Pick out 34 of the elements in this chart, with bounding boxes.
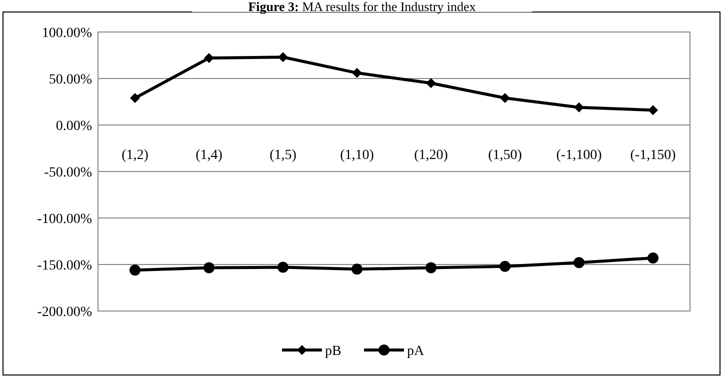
x-tick-label: (1,4) [196, 148, 223, 163]
y-tick-label: 50.00% [48, 72, 92, 88]
point [130, 93, 140, 104]
point [426, 78, 436, 88]
point [278, 262, 288, 273]
point [352, 68, 362, 78]
point [574, 257, 584, 268]
legend-label: pB [325, 344, 342, 359]
point [574, 102, 584, 112]
point [130, 264, 140, 276]
point [648, 105, 658, 116]
x-tick-label: (1,20) [414, 148, 448, 163]
y-tick-label: -50.00% [44, 166, 92, 180]
point [204, 262, 214, 274]
point [426, 262, 436, 274]
y-tick-label: 0.00% [56, 119, 92, 134]
x-tick-label: (1,5) [270, 148, 297, 163]
point [500, 260, 510, 272]
y-tick-label: -100.00% [37, 212, 92, 227]
chart-title: Figure 3: MA results for the Industry index [248, 0, 476, 14]
x-tick-label: (1,50) [488, 148, 522, 163]
y-tick-label: -200.00% [37, 305, 92, 320]
y-tick-label: 100.00% [42, 26, 92, 41]
x-tick-label: (-1,150) [630, 148, 676, 163]
x-tick-label: (1,2) [122, 148, 149, 163]
legend-label: pA [407, 344, 425, 359]
point [648, 252, 658, 264]
point [278, 52, 288, 62]
x-tick-label: (1,10) [340, 148, 374, 163]
x-tick-label: (-1,100) [556, 148, 602, 163]
point [204, 53, 214, 64]
point [352, 264, 362, 275]
point [500, 93, 510, 104]
y-tick-label: -150.00% [37, 258, 92, 274]
